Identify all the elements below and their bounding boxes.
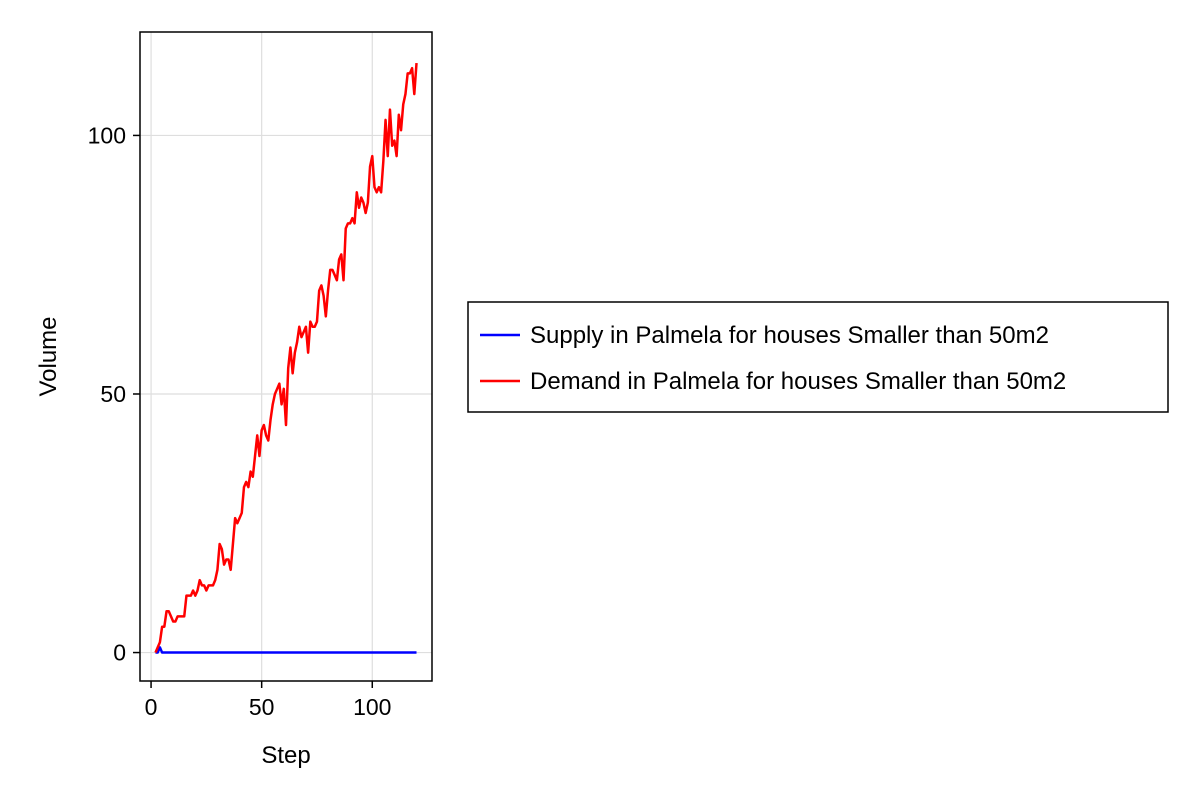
legend-box bbox=[467, 301, 1169, 413]
axis-ticks: 0 50 100 0 50 100 bbox=[88, 122, 392, 720]
series-lines bbox=[154, 62, 418, 654]
x-tick-label-0: 0 bbox=[145, 694, 158, 720]
legend-label-demand: Demand in Palmela for houses Smaller tha… bbox=[530, 368, 1066, 395]
x-tick-label-2: 100 bbox=[353, 694, 391, 720]
x-tick-label-1: 50 bbox=[249, 694, 275, 720]
y-tick-label-0: 0 bbox=[113, 640, 126, 666]
series-line-demand bbox=[154, 62, 418, 654]
y-axis-label: Volume bbox=[35, 316, 62, 396]
y-tick-label-1: 50 bbox=[100, 381, 126, 407]
legend-label-supply: Supply in Palmela for houses Smaller tha… bbox=[530, 322, 1049, 349]
y-tick-label-2: 100 bbox=[88, 122, 126, 148]
series-line-supply bbox=[155, 646, 417, 654]
plot-frame bbox=[139, 31, 433, 682]
legend: Supply in Palmela for houses Smaller tha… bbox=[467, 301, 1169, 413]
x-axis-label: Step bbox=[261, 742, 310, 769]
